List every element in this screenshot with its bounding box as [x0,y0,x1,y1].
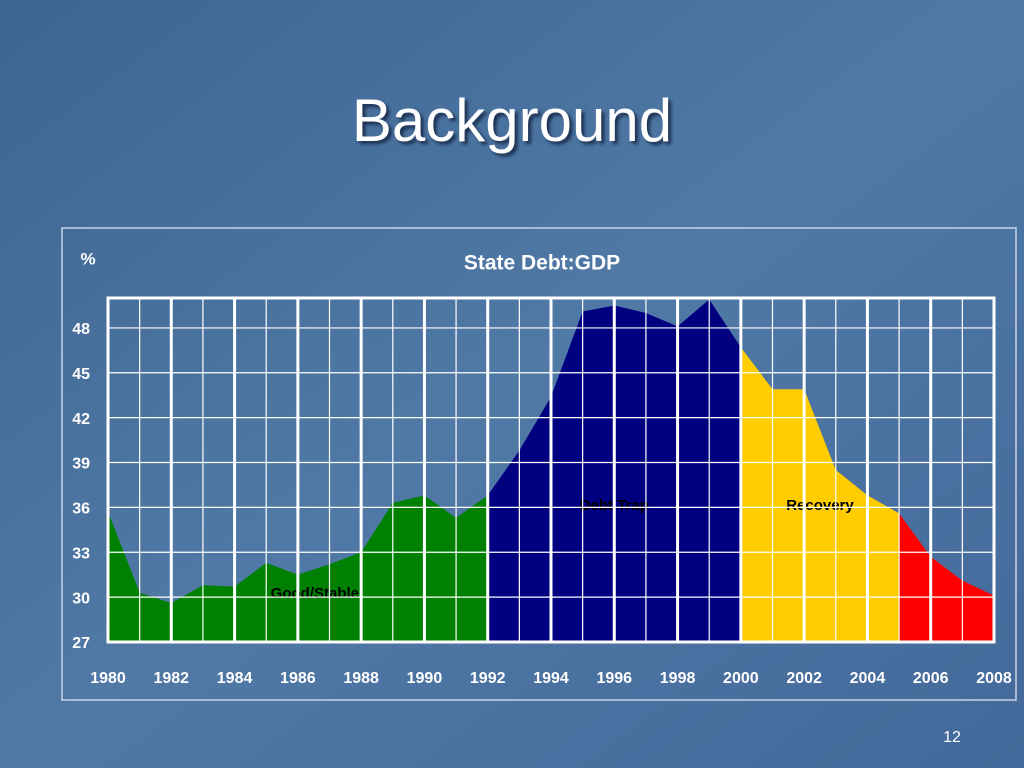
y-tick-label: 33 [72,545,90,562]
x-tick-label: 1992 [470,670,506,687]
x-tick-label: 1980 [90,670,126,687]
chart-title: State Debt:GDP [464,252,620,275]
x-tick-label: 1984 [217,670,253,687]
region-label: Good/Stable [271,585,359,602]
y-tick-label: 30 [72,590,90,607]
y-tick-label: 39 [72,456,90,473]
y-tick-label: 48 [72,321,90,338]
area-region [740,347,900,642]
page-number: 12 [943,729,961,746]
x-tick-label: 1998 [660,670,696,687]
region-label: Recovery [786,497,854,514]
x-tick-label: 2008 [976,670,1012,687]
x-tick-label: 1990 [407,670,443,687]
x-tick-label: 1994 [533,670,569,687]
chart-frame [61,227,1017,701]
y-tick-label: 42 [72,411,90,428]
x-tick-label: 1986 [280,670,316,687]
y-tick-label: 36 [72,501,90,518]
x-tick-label: 2000 [723,670,759,687]
x-tick-label: 2006 [913,670,949,687]
x-tick-label: 2004 [850,670,886,687]
y-axis-label: % [80,249,95,268]
area-region [899,513,994,642]
x-tick-label: 1988 [343,670,379,687]
x-tick-label: 1982 [153,670,189,687]
x-tick-label: 2002 [786,670,822,687]
slide-title: Background [352,87,672,154]
y-tick-label: 45 [72,366,90,383]
y-tick-label: 27 [72,635,90,652]
plot-border [106,296,996,644]
x-tick-label: 1996 [596,670,632,687]
